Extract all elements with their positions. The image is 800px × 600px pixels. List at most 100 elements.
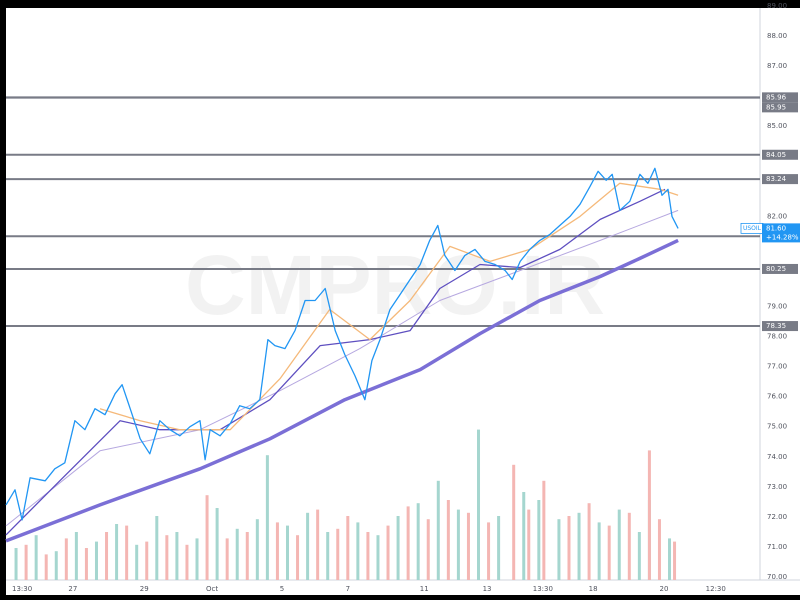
volume-bar xyxy=(195,538,199,580)
volume-bar xyxy=(125,525,129,580)
price-line xyxy=(5,167,679,521)
level-label: 84.05 xyxy=(766,151,786,159)
volume-bar xyxy=(487,522,491,580)
volume-bar xyxy=(406,506,410,580)
volume-bar xyxy=(356,522,360,580)
volume-bar xyxy=(285,525,289,580)
volume-bar xyxy=(24,544,28,580)
price-line xyxy=(99,182,679,431)
volume-bar xyxy=(627,512,631,580)
volume-bar xyxy=(477,429,481,580)
x-tick-label: Oct xyxy=(206,585,218,593)
y-tick-label: 70.00 xyxy=(767,573,787,581)
watermark: CMPRO.IR xyxy=(185,238,605,332)
line-layer xyxy=(5,167,679,543)
level-label: 80.25 xyxy=(766,265,786,273)
x-tick-label: 13:30 xyxy=(533,585,553,593)
x-tick-label: 5 xyxy=(280,585,284,593)
volume-bar xyxy=(522,492,526,580)
volume-bar xyxy=(527,509,531,580)
volume-bar xyxy=(235,528,239,580)
volume-bar xyxy=(557,519,561,580)
volume-bar xyxy=(537,500,541,580)
x-tick-label: 7 xyxy=(346,585,350,593)
x-tick-label: 20 xyxy=(660,585,669,593)
volume-bar xyxy=(34,535,38,580)
volume-bar xyxy=(94,541,98,580)
volume-bar xyxy=(426,519,430,580)
volume-bar xyxy=(44,554,48,580)
volume-bar xyxy=(637,532,641,580)
y-tick-label: 87.00 xyxy=(767,62,787,70)
volume-bar xyxy=(617,509,621,580)
x-tick-label: 18 xyxy=(589,585,598,593)
level-label-box xyxy=(762,263,798,274)
level-label-box xyxy=(762,174,798,185)
volume-bar xyxy=(366,532,370,580)
volume-bar xyxy=(607,525,611,580)
level-label: 78.35 xyxy=(766,322,786,330)
y-tick-label: 77.00 xyxy=(767,363,787,371)
x-tick-label: 29 xyxy=(140,585,149,593)
volume-bar xyxy=(386,525,390,580)
volume-bar xyxy=(135,544,139,580)
y-tick-label: 89.00 xyxy=(767,2,787,10)
volume-bar xyxy=(497,516,501,580)
volume-bar xyxy=(416,503,420,580)
last-price-box xyxy=(762,223,800,243)
x-tick-label: 13:30 xyxy=(12,585,32,593)
last-price-label: 81.60 xyxy=(766,224,786,232)
volume-bar xyxy=(74,532,78,580)
price-line xyxy=(5,238,679,543)
volume-bar xyxy=(396,516,400,580)
volume-bar xyxy=(215,508,219,580)
level-label: 85.96 xyxy=(766,93,787,101)
y-tick-label: 72.00 xyxy=(767,513,787,521)
volume-bar xyxy=(84,548,88,580)
volume-bar xyxy=(165,535,169,580)
level-label-box xyxy=(762,321,798,332)
axis-layer: 89.00 88.00 87.00 85.00 82.00 79.00 78.00 77.00… xyxy=(12,2,800,593)
level-layer xyxy=(6,96,760,328)
volume-bar xyxy=(296,535,300,580)
price-line xyxy=(5,209,679,527)
volume-bar xyxy=(567,516,571,580)
volume-bar xyxy=(265,455,269,580)
volume-bar xyxy=(446,500,450,580)
volume-bar xyxy=(577,512,581,580)
volume-bar xyxy=(155,516,159,580)
level-label: 83.24 xyxy=(766,175,787,183)
level-label-box xyxy=(762,102,798,113)
volume-bar xyxy=(346,516,350,580)
volume-bar xyxy=(175,532,179,580)
volume-bar xyxy=(105,532,109,580)
y-tick-label: 73.00 xyxy=(767,483,787,491)
volume-bar xyxy=(306,512,310,580)
level-label-box xyxy=(762,92,798,103)
volume-bar xyxy=(512,464,516,580)
volume-bar xyxy=(225,538,229,580)
volume-bar xyxy=(316,509,320,580)
level-label: 85.95 xyxy=(766,103,786,111)
volume-bar xyxy=(587,503,591,580)
y-tick-label: 82.00 xyxy=(767,212,787,220)
volume-bar xyxy=(326,532,330,580)
y-tick-label: 85.00 xyxy=(767,122,787,130)
volume-bar xyxy=(255,519,259,580)
symbol-label: USOIL xyxy=(743,225,762,232)
volume-bar xyxy=(205,495,209,580)
y-tick-label: 76.00 xyxy=(767,393,787,401)
volume-bar xyxy=(185,544,189,580)
y-tick-label: 71.00 xyxy=(767,543,787,551)
y-tick-label: 79.00 xyxy=(767,303,787,311)
change-label: +14.28% xyxy=(766,233,799,241)
volume-bar xyxy=(115,524,119,580)
volume-bar xyxy=(54,551,58,580)
volume-bar xyxy=(376,535,380,580)
volume-bar xyxy=(245,532,249,580)
volume-bar xyxy=(145,541,149,580)
volume-bar xyxy=(14,548,18,580)
chart-background xyxy=(6,8,800,595)
volume-bar xyxy=(668,538,672,580)
